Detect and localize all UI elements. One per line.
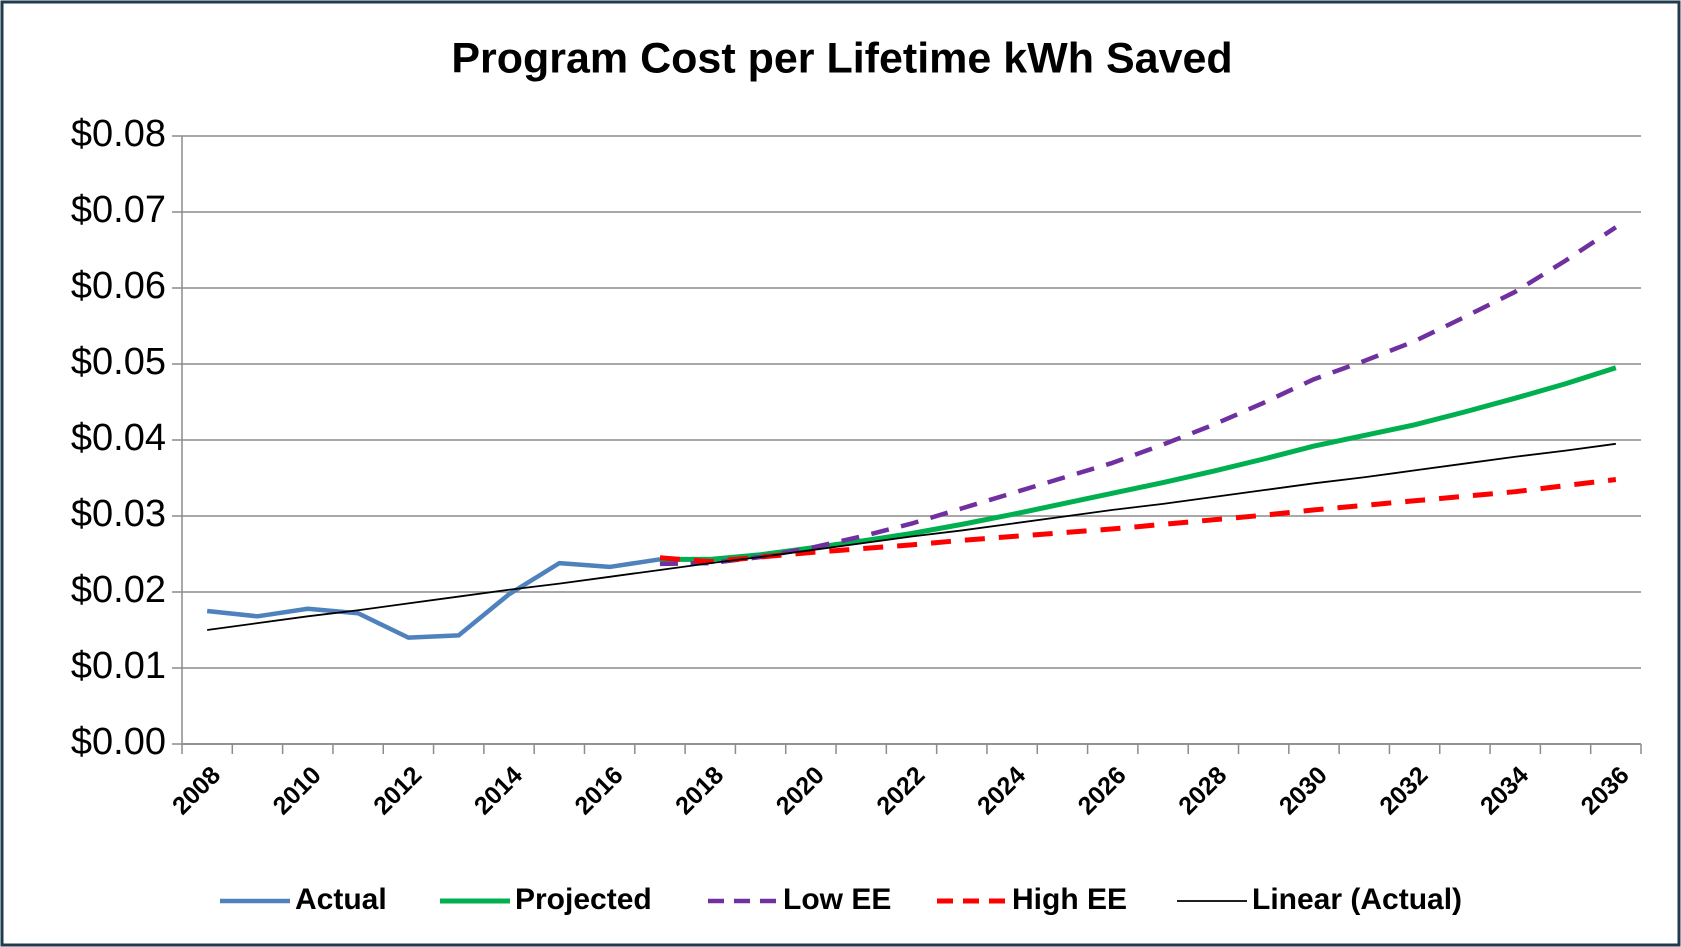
y-tick-label: $0.01 — [71, 645, 166, 687]
y-tick-label: $0.03 — [71, 493, 166, 535]
legend-label: Projected — [515, 883, 652, 916]
y-tick-label: $0.07 — [71, 189, 166, 231]
chart-title: Program Cost per Lifetime kWh Saved — [451, 34, 1232, 82]
series-line — [206, 557, 661, 640]
legend-label: Low EE — [783, 883, 891, 916]
y-tick-label: $0.02 — [71, 569, 166, 611]
legend-label: High EE — [1012, 883, 1127, 916]
series-line — [659, 225, 1618, 567]
series-line — [207, 442, 1616, 631]
series-line — [659, 477, 1617, 565]
y-tick-label: $0.05 — [71, 341, 166, 383]
y-tick-label: $0.04 — [71, 417, 166, 459]
legend-label: Actual — [295, 883, 387, 916]
legend-label: Linear (Actual) — [1252, 883, 1462, 916]
y-tick-label: $0.06 — [71, 265, 166, 307]
y-tick-label: $0.08 — [71, 113, 166, 155]
y-tick-label: $0.00 — [71, 721, 166, 763]
